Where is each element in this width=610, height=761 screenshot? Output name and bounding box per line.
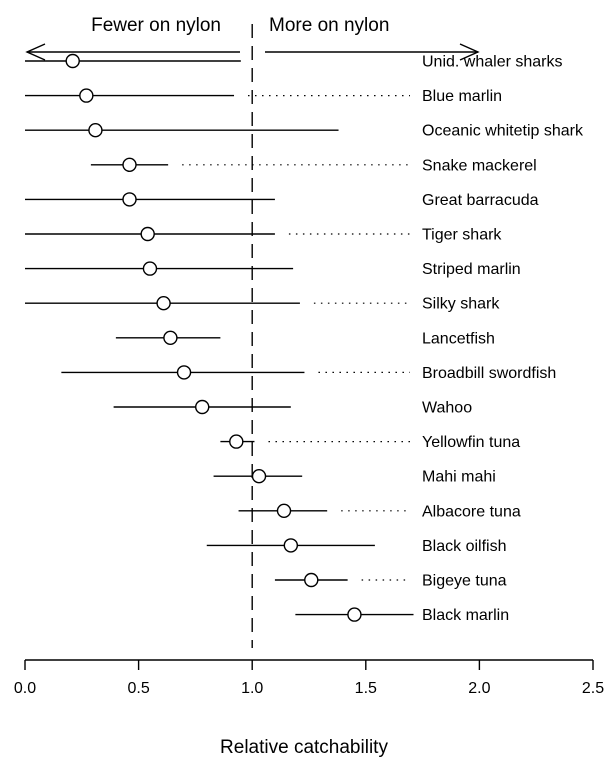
forest-row: Black oilfish [206, 538, 506, 555]
species-label: Silky shark [422, 296, 500, 313]
forest-row: Blue marlin [25, 88, 502, 105]
forest-row: Bigeye tuna [274, 572, 507, 590]
species-label: Lancetfish [422, 330, 495, 347]
x-axis: 0.0 0.5 1.0 1.5 2.0 2.5 [14, 659, 604, 697]
estimate-point [79, 88, 94, 103]
forest-row: Tiger shark [25, 227, 502, 244]
estimate-point [251, 469, 267, 484]
x-tick-label: 1.5 [355, 680, 377, 697]
x-tick-label: 1.0 [241, 680, 263, 697]
forest-row: Silky shark [25, 296, 500, 313]
species-label: Black oilfish [422, 538, 506, 555]
forest-row: Oceanic whitetip shark [25, 123, 584, 140]
species-label: Unid. whaler sharks [422, 54, 563, 71]
species-label: Black marlin [422, 607, 509, 624]
forest-row: Yellowfin tuna [220, 434, 520, 451]
species-label: Broadbill swordfish [422, 365, 556, 382]
x-tick-label: 0.0 [14, 680, 36, 697]
species-label: Bigeye tuna [422, 573, 507, 590]
estimate-point [122, 157, 137, 173]
right-arrow-head [459, 43, 480, 61]
species-label: Tiger shark [422, 227, 502, 244]
estimate-point [65, 53, 80, 69]
species-label: Snake mackerel [422, 157, 537, 174]
forest-row: Mahi mahi [213, 469, 496, 486]
species-label: Wahoo [422, 400, 472, 417]
estimate-point [163, 330, 178, 345]
forest-row: Broadbill swordfish [61, 365, 556, 382]
estimate-point [88, 122, 103, 138]
x-tick-label: 2.0 [468, 680, 490, 697]
left-arrow-head [25, 43, 46, 61]
species-label: Oceanic whitetip shark [422, 123, 584, 140]
estimate-point [229, 434, 244, 449]
forest-rows: Unid. whaler sharks Blue marlin Oceanic wh… [25, 54, 584, 624]
forest-row: Lancetfish [115, 330, 495, 347]
estimate-point [347, 607, 362, 622]
estimate-point [156, 296, 171, 311]
species-label: Albacore tuna [422, 503, 521, 520]
estimate-point [142, 261, 158, 276]
x-tick-label: 2.5 [582, 680, 604, 697]
estimate-point [195, 399, 210, 415]
fewer-on-nylon-label: Fewer on nylon [91, 15, 221, 36]
forest-row: Striped marlin [25, 261, 521, 278]
forest-row: Great barracuda [25, 192, 539, 209]
estimate-point [176, 365, 192, 380]
species-label: Striped marlin [422, 261, 521, 278]
forest-row: Unid. whaler sharks [25, 54, 563, 71]
forest-row: Snake mackerel [90, 157, 537, 174]
more-on-nylon-label: More on nylon [269, 15, 389, 36]
direction-arrows [25, 43, 480, 61]
x-tick-label: 0.5 [127, 680, 149, 697]
estimate-point [304, 572, 319, 588]
estimate-point [122, 192, 137, 207]
species-label: Yellowfin tuna [422, 434, 520, 451]
species-label: Mahi mahi [422, 469, 496, 486]
forest-row: Black marlin [295, 607, 509, 624]
forest-row: Albacore tuna [238, 503, 521, 520]
estimate-point [283, 538, 299, 553]
forest-row: Wahoo [113, 399, 472, 417]
estimate-point [276, 503, 292, 518]
species-label: Blue marlin [422, 88, 502, 105]
x-axis-title: Relative catchability [220, 737, 388, 758]
species-label: Great barracuda [422, 192, 539, 209]
estimate-point [140, 226, 155, 242]
